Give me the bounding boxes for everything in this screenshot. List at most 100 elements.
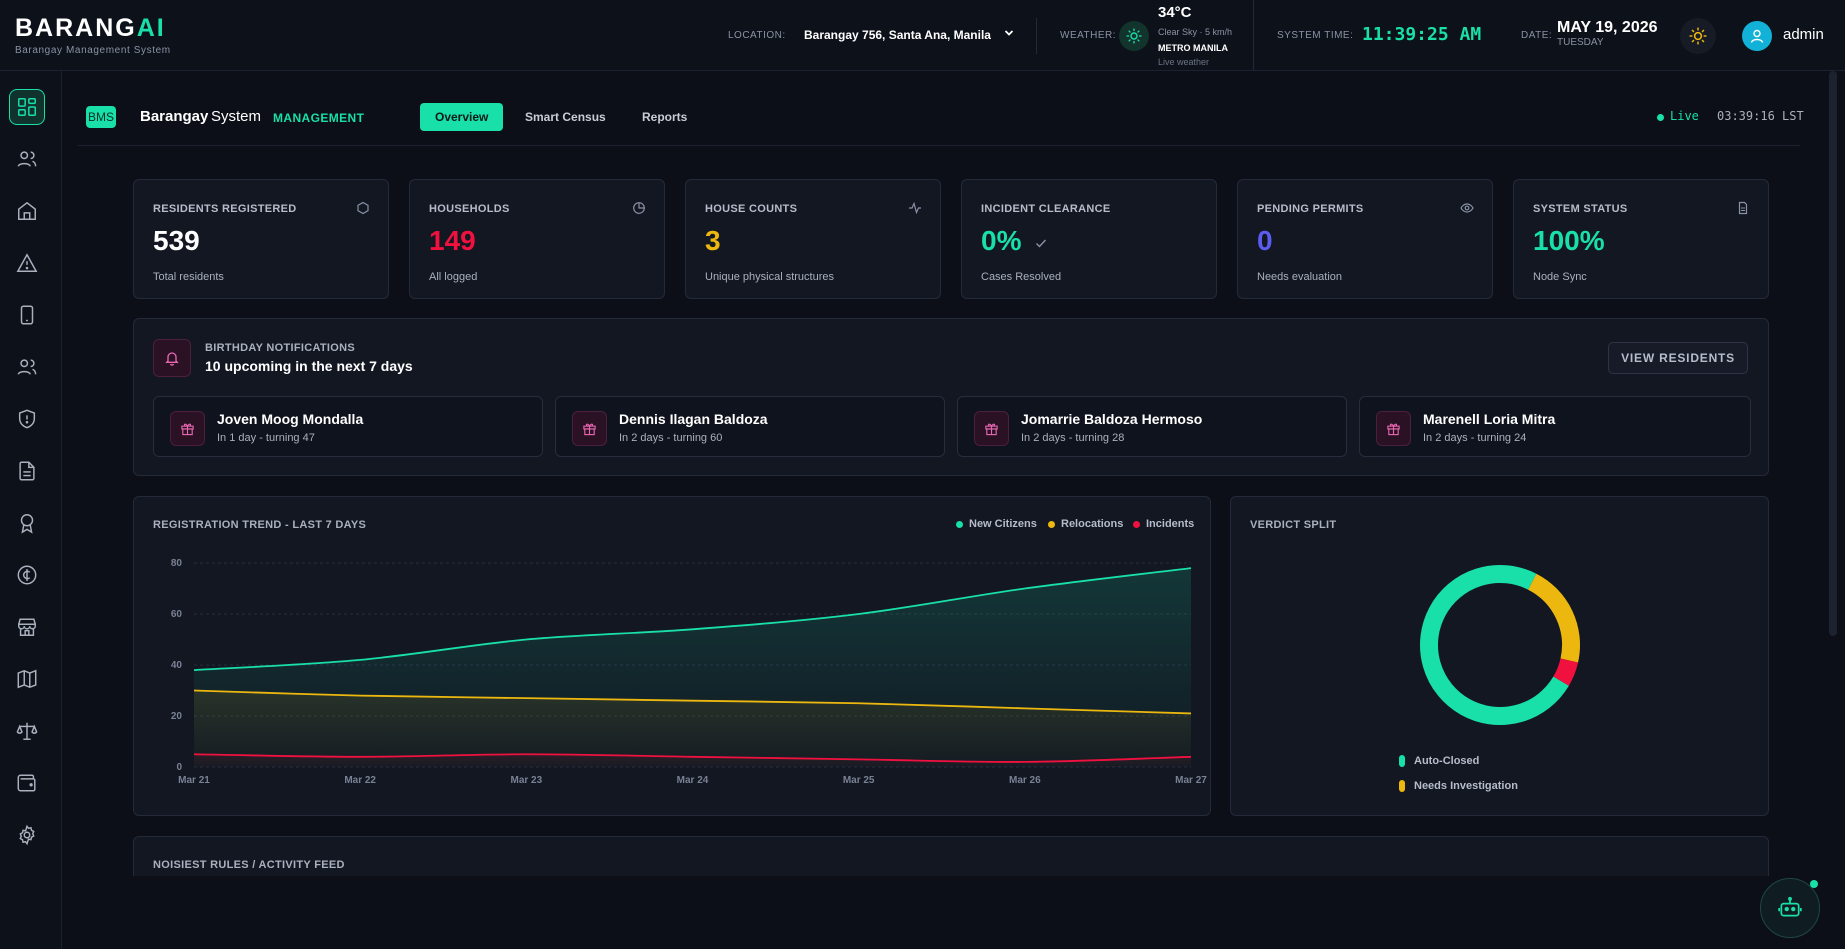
- check-icon: [1036, 239, 1047, 248]
- legend-item[interactable]: New Citizens: [956, 518, 1037, 530]
- sidebar-item-households[interactable]: [9, 193, 45, 229]
- series-line: [193, 689, 1192, 715]
- avatar[interactable]: [1742, 21, 1772, 51]
- online-status-dot: [1810, 880, 1818, 888]
- donut-slice[interactable]: [1553, 658, 1579, 686]
- location-select[interactable]: Barangay 756, Santa Ana, Manila: [804, 28, 991, 42]
- chevron-down-icon[interactable]: [1004, 28, 1014, 38]
- divider: [1036, 18, 1037, 54]
- legend-item[interactable]: Incidents: [1133, 518, 1194, 530]
- sidebar-item-settings[interactable]: [9, 817, 45, 853]
- legend-item[interactable]: Needs Investigation: [1399, 780, 1518, 792]
- gift-icon: [170, 411, 205, 446]
- stat-value: 3: [705, 225, 721, 256]
- stat-label: HOUSE COUNTS: [705, 203, 798, 215]
- scrollbar[interactable]: [1829, 71, 1837, 636]
- legend-item[interactable]: Relocations: [1048, 518, 1123, 530]
- sun-icon: [1119, 21, 1149, 51]
- activity-icon: [909, 201, 921, 215]
- sidebar-item-incidents[interactable]: [9, 245, 45, 281]
- birthday-when: In 2 days - turning 24: [1423, 432, 1527, 444]
- birthday-when: In 2 days - turning 60: [619, 432, 723, 444]
- series-area: [194, 690, 1191, 767]
- birthday-name: Marenell Loria Mitra: [1423, 411, 1556, 427]
- stat-card-residents[interactable]: RESIDENTS REGISTERED 539 Total residents: [133, 179, 389, 299]
- stat-value: 149: [429, 225, 476, 256]
- x-tick-label: Mar 22: [344, 775, 376, 786]
- list-item[interactable]: Jomarrie Baldoza Hermoso In 2 days - tur…: [957, 396, 1347, 457]
- y-tick-label: 0: [176, 762, 182, 773]
- x-tick-label: Mar 23: [510, 775, 542, 786]
- alert-triangle-icon: [16, 253, 38, 272]
- donut-slice[interactable]: [1420, 565, 1569, 725]
- stat-card-system-status[interactable]: SYSTEM STATUS 100% Node Sync: [1513, 179, 1769, 299]
- sidebar-item-justice[interactable]: [9, 713, 45, 749]
- date-label: DATE:: [1521, 30, 1553, 41]
- stat-value: 0%: [981, 225, 1022, 256]
- sidebar-item-wallet[interactable]: [9, 765, 45, 801]
- weather-city: METRO MANILA: [1158, 43, 1228, 53]
- view-residents-button[interactable]: VIEW RESIDENTS: [1608, 342, 1748, 374]
- content-fade: [62, 876, 1845, 949]
- stat-card-households[interactable]: HOUSEHOLDS 149 All logged: [409, 179, 665, 299]
- stat-label: HOUSEHOLDS: [429, 203, 510, 215]
- divider: [1253, 0, 1254, 71]
- birthday-count: 10 upcoming in the next 7 days: [205, 358, 413, 374]
- tab-overview[interactable]: Overview: [420, 103, 504, 131]
- store-icon: [18, 618, 36, 636]
- sidebar-item-officials[interactable]: [9, 349, 45, 385]
- stat-card-incident-clearance[interactable]: INCIDENT CLEARANCE 0% Cases Resolved: [961, 179, 1217, 299]
- sidebar-item-security[interactable]: [9, 401, 45, 437]
- stat-sub: All logged: [429, 271, 478, 283]
- theme-toggle-button[interactable]: [1680, 18, 1716, 54]
- award-icon: [20, 514, 34, 534]
- y-tick-label: 60: [171, 609, 183, 620]
- gear-icon: [19, 824, 35, 846]
- birthday-label: BIRTHDAY NOTIFICATIONS: [205, 342, 356, 354]
- sun-icon: [1689, 27, 1707, 45]
- tab-reports[interactable]: Reports: [642, 110, 688, 124]
- stat-sub: Needs evaluation: [1257, 271, 1343, 283]
- wallet-icon: [17, 774, 36, 792]
- legend-item[interactable]: Auto-Closed: [1399, 755, 1479, 767]
- list-item[interactable]: Joven Moog Mondalla In 1 day - turning 4…: [153, 396, 543, 457]
- sidebar-item-documents[interactable]: [9, 453, 45, 489]
- verdict-title: VERDICT SPLIT: [1250, 519, 1337, 531]
- location-label: LOCATION:: [728, 30, 786, 41]
- map-icon: [17, 669, 37, 689]
- assistant-bot-button[interactable]: [1760, 878, 1820, 938]
- sidebar-item-certificates[interactable]: [9, 505, 45, 541]
- sidebar-item-devices[interactable]: [9, 297, 45, 333]
- legend-label: New Citizens: [969, 518, 1037, 530]
- donut-slice[interactable]: [1527, 573, 1580, 663]
- tab-smart-census[interactable]: Smart Census: [525, 110, 606, 124]
- stat-card-pending-permits[interactable]: PENDING PERMITS 0 Needs evaluation: [1237, 179, 1493, 299]
- sidebar-item-dashboard[interactable]: [9, 89, 45, 125]
- logo-main: BARANG: [15, 14, 137, 42]
- live-indicator-dot: [1657, 114, 1664, 121]
- gift-icon: [572, 411, 607, 446]
- weather-label: WEATHER:: [1060, 30, 1117, 41]
- stat-card-house-counts[interactable]: HOUSE COUNTS 3 Unique physical structure…: [685, 179, 941, 299]
- date-day: TUESDAY: [1557, 37, 1604, 48]
- sidebar-item-finance[interactable]: [9, 557, 45, 593]
- stat-value: 0: [1257, 225, 1273, 256]
- robot-icon: [1778, 896, 1802, 917]
- scale-icon: [16, 722, 38, 740]
- birthday-panel: BIRTHDAY NOTIFICATIONS 10 upcoming in th…: [133, 318, 1769, 476]
- sidebar-item-business[interactable]: [9, 609, 45, 645]
- pie-chart-icon: [633, 202, 645, 214]
- sidebar-item-residents[interactable]: [9, 141, 45, 177]
- series-line: [193, 567, 1192, 671]
- users-icon: [17, 359, 37, 375]
- verdict-donut-chart: [1420, 565, 1580, 725]
- list-item[interactable]: Dennis Ilagan Baldoza In 2 days - turnin…: [555, 396, 945, 457]
- system-time: 11:39:25 AM: [1362, 24, 1482, 45]
- registration-trend-panel: REGISTRATION TREND - LAST 7 DAYS New Cit…: [133, 496, 1211, 816]
- logo-subtitle: Barangay Management System: [15, 45, 171, 56]
- list-item[interactable]: Marenell Loria Mitra In 2 days - turning…: [1359, 396, 1751, 457]
- app-logo[interactable]: BARANGAI Barangay Management System: [15, 14, 171, 56]
- user-name[interactable]: admin: [1783, 26, 1824, 43]
- sidebar-item-map[interactable]: [9, 661, 45, 697]
- stat-sub: Unique physical structures: [705, 271, 835, 283]
